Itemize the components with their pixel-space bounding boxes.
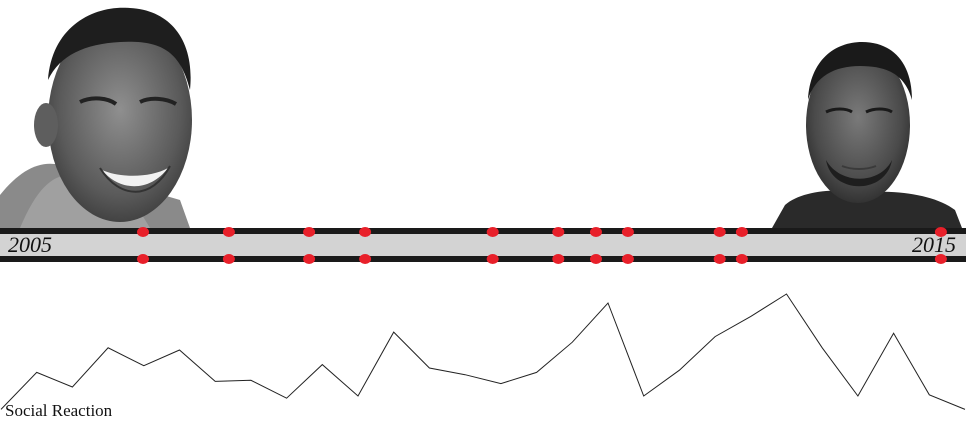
start-year-label: 2005 (8, 232, 52, 257)
end-year-label: 2015 (912, 232, 956, 257)
timeline-band (0, 228, 966, 262)
bottom-event-marker (590, 254, 602, 264)
top-event-marker (486, 227, 499, 237)
top-event-marker (359, 227, 372, 237)
bottom-event-marker (552, 254, 565, 264)
top-event-marker (590, 227, 602, 237)
top-event-marker (621, 227, 634, 237)
bottom-event-marker (621, 254, 634, 264)
older-kanye-portrait (772, 42, 962, 228)
bottom-event-marker (735, 254, 748, 264)
timeline-top-rail (0, 228, 966, 234)
top-event-marker (934, 227, 947, 237)
social-reaction-label: Social Reaction (5, 401, 113, 420)
event-markers (137, 227, 947, 264)
bottom-event-marker (303, 254, 316, 264)
top-event-marker (303, 227, 316, 237)
top-event-marker (735, 227, 748, 237)
bottom-event-marker (713, 254, 726, 264)
top-event-marker (713, 227, 726, 237)
bottom-event-marker (359, 254, 372, 264)
young-kanye-portrait (0, 7, 192, 228)
bottom-event-marker (486, 254, 499, 264)
bottom-event-marker (934, 254, 947, 264)
bottom-event-marker (222, 254, 235, 264)
bottom-event-marker (137, 254, 149, 264)
top-event-marker (137, 227, 149, 237)
timeline-bottom-rail (0, 256, 966, 262)
top-event-marker (222, 227, 235, 237)
timeline-track (0, 234, 966, 256)
social-reaction-line (0, 293, 966, 410)
top-event-marker (552, 227, 565, 237)
